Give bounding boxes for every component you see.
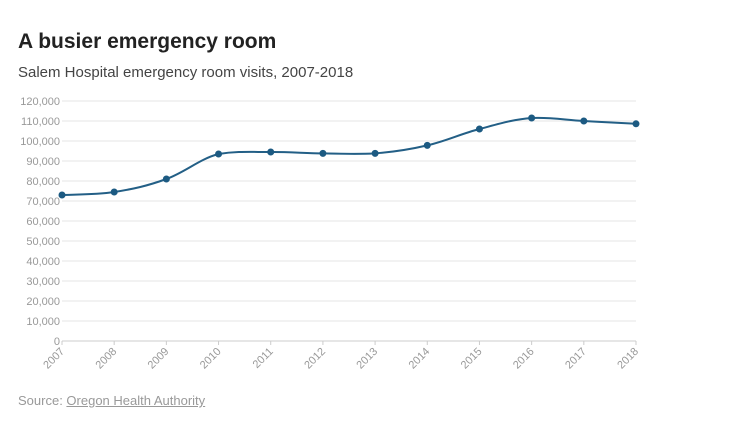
y-tick-label: 30,000 bbox=[26, 276, 60, 288]
y-tick-label: 10,000 bbox=[26, 316, 60, 328]
data-point[interactable] bbox=[215, 150, 223, 158]
x-tick-label: 2012 bbox=[302, 346, 328, 372]
y-tick-label: 80,000 bbox=[26, 176, 60, 188]
x-tick-label: 2008 bbox=[94, 346, 120, 372]
series-lines bbox=[61, 116, 637, 196]
data-point[interactable] bbox=[267, 148, 275, 156]
x-tick-label: 2015 bbox=[459, 346, 485, 372]
data-point[interactable] bbox=[580, 117, 588, 125]
y-tick-label: 120,000 bbox=[20, 96, 60, 108]
data-point[interactable] bbox=[110, 188, 118, 196]
y-tick-label: 90,000 bbox=[26, 156, 60, 168]
y-tick-label: 110,000 bbox=[21, 116, 60, 128]
y-tick-label: 20,000 bbox=[26, 296, 60, 308]
x-tick-label: 2017 bbox=[563, 346, 589, 372]
source-link[interactable]: Oregon Health Authority bbox=[66, 393, 206, 408]
source-note: Source: Oregon Health Authority bbox=[18, 393, 205, 408]
data-point[interactable] bbox=[162, 175, 170, 183]
y-tick-label: 60,000 bbox=[26, 216, 60, 228]
x-tick-label: 2013 bbox=[354, 346, 380, 372]
x-tick-label: 2016 bbox=[511, 346, 537, 372]
y-tick-label: 50,000 bbox=[26, 236, 60, 248]
source-label: Source: bbox=[18, 393, 67, 408]
y-tick-label: 40,000 bbox=[26, 256, 60, 268]
x-tick-label: 2018 bbox=[615, 346, 641, 372]
data-point[interactable] bbox=[58, 191, 66, 199]
data-point[interactable] bbox=[528, 114, 536, 122]
chart-subtitle: Salem Hospital emergency room visits, 20… bbox=[18, 64, 354, 81]
x-tick-label: 2010 bbox=[198, 346, 224, 372]
y-axis-ticks: 0 10,000 20,000 30,000 40,000 50,000 60,000 70,… bbox=[20, 96, 60, 348]
x-axis-ticks: 2007 2008 2009 2010 2011 2012 2013 2014 2015 2016… bbox=[41, 341, 641, 371]
x-tick-label: 2007 bbox=[41, 346, 67, 372]
y-tick-label: 70,000 bbox=[26, 196, 60, 208]
data-point[interactable] bbox=[632, 120, 640, 128]
data-point[interactable] bbox=[423, 141, 431, 149]
series-line bbox=[61, 116, 637, 196]
series-points bbox=[58, 114, 640, 199]
y-tick-label: 100,000 bbox=[20, 136, 60, 148]
chart-title: A busier emergency room bbox=[18, 30, 277, 53]
data-point[interactable] bbox=[475, 125, 483, 133]
x-tick-label: 2011 bbox=[251, 346, 276, 371]
data-point[interactable] bbox=[319, 149, 327, 157]
x-tick-label: 2009 bbox=[146, 346, 172, 372]
gridlines bbox=[62, 100, 636, 342]
data-point[interactable] bbox=[371, 149, 379, 157]
x-tick-label: 2014 bbox=[407, 346, 433, 372]
y-tick-label: 0 bbox=[54, 336, 60, 348]
